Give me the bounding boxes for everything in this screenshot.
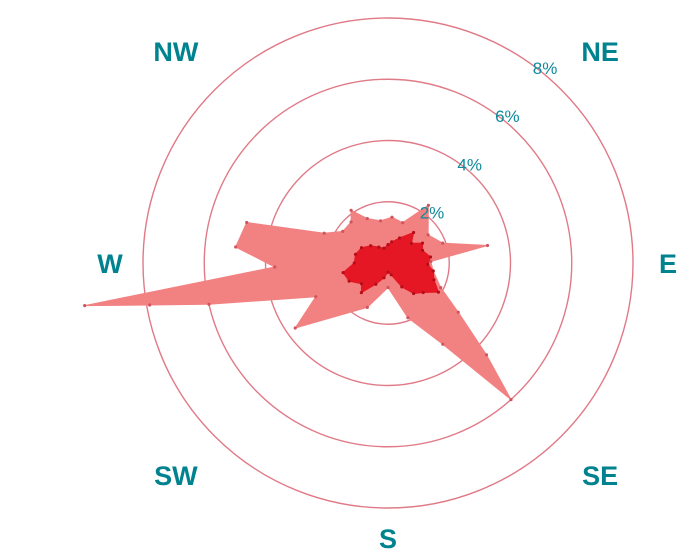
direction-label-s: S [379,524,397,554]
series-1-point [293,326,297,330]
series-1-point [406,316,410,320]
series-1-point [273,265,277,269]
series-2-point [382,276,386,280]
series-2-point [431,269,435,273]
series-1-point [349,220,353,224]
series-2-point [347,279,351,283]
series-1-point [207,302,211,306]
series-2-point [352,261,356,265]
series-2-point [421,290,425,295]
series-2-point [341,271,345,275]
series-2-point [377,245,381,249]
series-2-point [389,273,393,277]
series-1-point [426,233,430,237]
series-1-point [439,286,443,290]
series-1-point [485,243,490,248]
series-2-point [353,252,358,256]
series-1-point [509,398,513,402]
series-2-point [428,255,433,259]
series-2-point [398,236,402,240]
ring-label-4pct: 4% [457,156,482,175]
direction-labels: NW NE W E SW SE S [97,37,677,554]
series-2-point [359,246,364,250]
series-1-point [245,220,249,225]
ring-3 [203,78,573,448]
series-2-point [390,240,394,244]
direction-label-ne: NE [581,37,619,67]
series-layer [83,203,513,402]
direction-label-sw: SW [154,461,198,491]
series-1-point [314,295,318,299]
series-2-point [412,230,416,235]
series-1-point [322,231,326,235]
ring-label-8pct: 8% [533,59,558,78]
series-2-point [409,241,414,245]
series-2-point [420,248,425,252]
series-1-point [401,221,405,225]
series-2-point [386,270,390,274]
series-1-point [484,353,489,357]
series-2-point [412,291,416,296]
direction-label-se: SE [582,461,618,491]
series-2-point [420,241,425,245]
series-2-point [400,285,404,289]
series-1-point [379,219,383,223]
ring-2 [264,139,512,387]
series-1-point [341,229,345,233]
series-2-point [369,244,373,248]
series-2-point [359,282,364,286]
series-1-point [148,303,152,307]
series-1-point [429,259,433,264]
series-2-point [359,291,363,295]
ring-labels: 2% 4% 6% 8% [420,59,558,223]
series-1-point [386,285,390,290]
series-1-point [441,241,445,245]
ring-4 [142,17,634,509]
ring-grid [142,17,634,509]
series-1-point [456,310,460,314]
series-1-point [365,217,369,221]
series-2-point [374,282,378,286]
ring-label-6pct: 6% [495,107,520,126]
series-2-point [382,246,386,250]
series-2-point [432,278,436,282]
direction-label-e: E [659,249,677,279]
series-1-point [441,342,445,346]
direction-label-w: W [97,249,123,279]
series-1-point [83,304,87,308]
series-1-point [349,208,353,212]
direction-label-nw: NW [153,37,198,67]
series-2-point [386,243,390,247]
series-1-point [234,245,238,249]
series-1-point [426,203,430,207]
series-2-point [426,262,430,266]
ring-label-2pct: 2% [420,204,445,223]
series-1-point [390,215,394,219]
series-2-point [436,290,440,294]
series-1-point [365,305,369,309]
